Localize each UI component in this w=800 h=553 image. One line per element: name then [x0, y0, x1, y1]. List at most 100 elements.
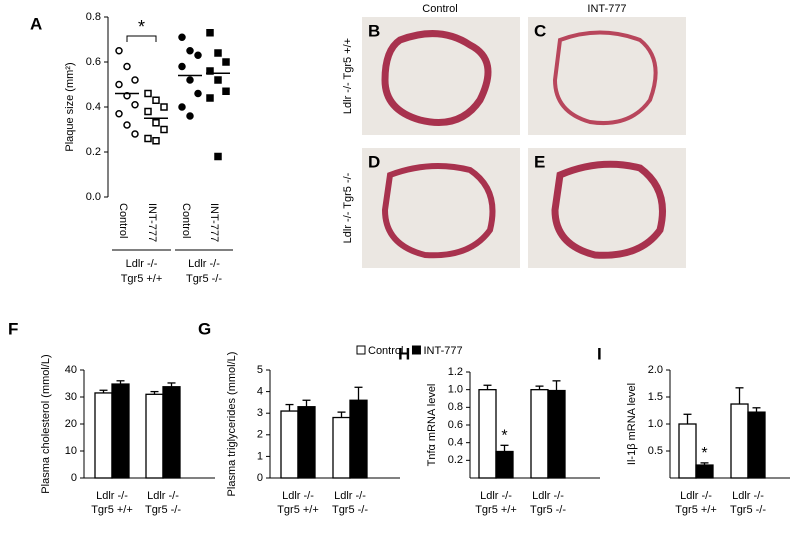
point	[222, 87, 230, 95]
y-axis-label: Tnfα mRNA level	[426, 384, 438, 467]
legend-swatch	[356, 345, 366, 355]
point	[160, 125, 168, 134]
significance-bracket	[126, 35, 157, 42]
point	[152, 137, 160, 145]
bar	[695, 464, 714, 479]
point	[131, 76, 139, 84]
point	[115, 47, 123, 55]
y-axis-label: Il-1β mRNA level	[626, 383, 638, 465]
panel-label: D	[368, 152, 380, 171]
point	[123, 121, 131, 129]
histology-images	[362, 17, 686, 268]
point	[194, 89, 202, 98]
column-label: INT-777	[587, 3, 626, 15]
x-tick-label: INT-777	[208, 203, 220, 242]
x-tick-label: Ldlr -/-	[334, 490, 366, 502]
legend-label: Control	[368, 345, 403, 357]
x-tick-label: Tgr5 -/-	[730, 504, 766, 516]
point	[123, 62, 131, 71]
panel-label: E	[534, 152, 545, 171]
point	[152, 119, 160, 127]
y-tick-label: 20	[65, 418, 77, 430]
point	[178, 33, 186, 41]
group-label: Tgr5 +/+	[121, 273, 163, 285]
panel-label: F	[8, 319, 18, 338]
y-tick-label: 0.2	[86, 146, 101, 158]
point	[214, 76, 222, 84]
y-tick-label: 0.5	[648, 445, 663, 457]
y-tick-label: 30	[65, 391, 77, 403]
y-tick-label: 1.2	[448, 366, 463, 378]
x-tick-label: Ldlr -/-	[732, 490, 764, 502]
point	[222, 58, 230, 66]
y-axis-label: Plasma triglycerides (mmol/L)	[226, 352, 238, 497]
point	[144, 134, 152, 143]
tissue	[552, 30, 658, 125]
y-tick-label: 0.4	[86, 101, 101, 113]
panel-label: A	[30, 14, 42, 33]
annotation: *	[138, 17, 145, 37]
x-tick-label: INT-777	[146, 203, 158, 242]
y-tick-label: 0.4	[448, 437, 463, 449]
bar	[530, 389, 549, 479]
tissue	[381, 163, 496, 259]
point	[178, 103, 186, 111]
y-tick-label: 0.8	[448, 401, 463, 413]
bar	[495, 450, 514, 479]
x-tick-label: Tgr5 +/+	[277, 504, 319, 516]
panel-label: G	[198, 319, 211, 338]
bar	[730, 403, 749, 479]
legend-swatch	[411, 345, 421, 355]
x-tick-label: Ldlr -/-	[147, 490, 179, 502]
y-tick-label: 2.0	[648, 364, 663, 376]
x-tick-label: Tgr5 -/-	[530, 504, 566, 516]
group-label: Ldlr -/-	[188, 258, 220, 270]
x-tick-label: Ldlr -/-	[96, 490, 128, 502]
bar	[162, 386, 181, 479]
x-tick-label: Ldlr -/-	[282, 490, 314, 502]
bar	[678, 423, 697, 479]
x-tick-label: Tgr5 +/+	[675, 504, 717, 516]
panel-label: B	[368, 21, 380, 40]
group-label: Ldlr -/-	[126, 258, 158, 270]
y-axis-label: Plaque size (mm²)	[64, 62, 76, 151]
bar	[145, 393, 164, 479]
bar	[332, 416, 351, 479]
point	[115, 80, 123, 89]
y-tick-label: 0	[257, 472, 263, 484]
y-tick-label: 0.8	[86, 11, 101, 23]
x-tick-label: Tgr5 +/+	[475, 504, 517, 516]
row-label: Ldlr -/- Tgr5 +/+	[342, 38, 354, 114]
x-tick-label: Control	[180, 203, 192, 238]
y-tick-label: 4	[257, 386, 263, 398]
y-tick-label: 0.6	[448, 419, 463, 431]
row-label: Ldlr -/- Tgr5 -/-	[342, 172, 354, 243]
x-tick-label: Tgr5 -/-	[145, 504, 181, 516]
y-tick-label: 1.0	[648, 418, 663, 430]
y-tick-label: 5	[257, 364, 263, 376]
x-tick-label: Control	[117, 203, 129, 238]
x-tick-label: Tgr5 -/-	[332, 504, 368, 516]
bar	[94, 392, 113, 479]
panel-label: C	[534, 21, 546, 40]
bar	[349, 399, 368, 479]
y-tick-label: 0.2	[448, 454, 463, 466]
x-tick-label: Ldlr -/-	[680, 490, 712, 502]
y-tick-label: 1.5	[648, 391, 663, 403]
point	[160, 103, 168, 111]
legend-label: INT-777	[423, 345, 462, 357]
point	[214, 152, 222, 161]
y-axis-label: Plasma cholesterol (mmol/L)	[40, 354, 52, 493]
x-tick-label: Ldlr -/-	[532, 490, 564, 502]
panel-label: H	[398, 344, 410, 363]
column-label: Control	[422, 3, 457, 15]
point	[115, 110, 123, 118]
y-tick-label: 3	[257, 407, 263, 419]
y-tick-label: 0.6	[86, 56, 101, 68]
point	[194, 51, 202, 59]
point	[131, 101, 139, 109]
point	[131, 130, 139, 138]
group-label: Tgr5 -/-	[186, 273, 222, 285]
point	[178, 62, 186, 71]
